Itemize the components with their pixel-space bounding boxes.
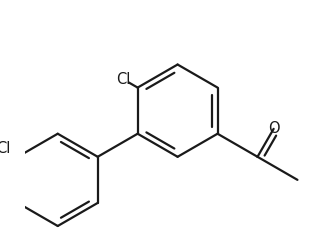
Text: Cl: Cl [0, 141, 11, 156]
Text: O: O [268, 121, 279, 136]
Text: Cl: Cl [117, 72, 131, 87]
